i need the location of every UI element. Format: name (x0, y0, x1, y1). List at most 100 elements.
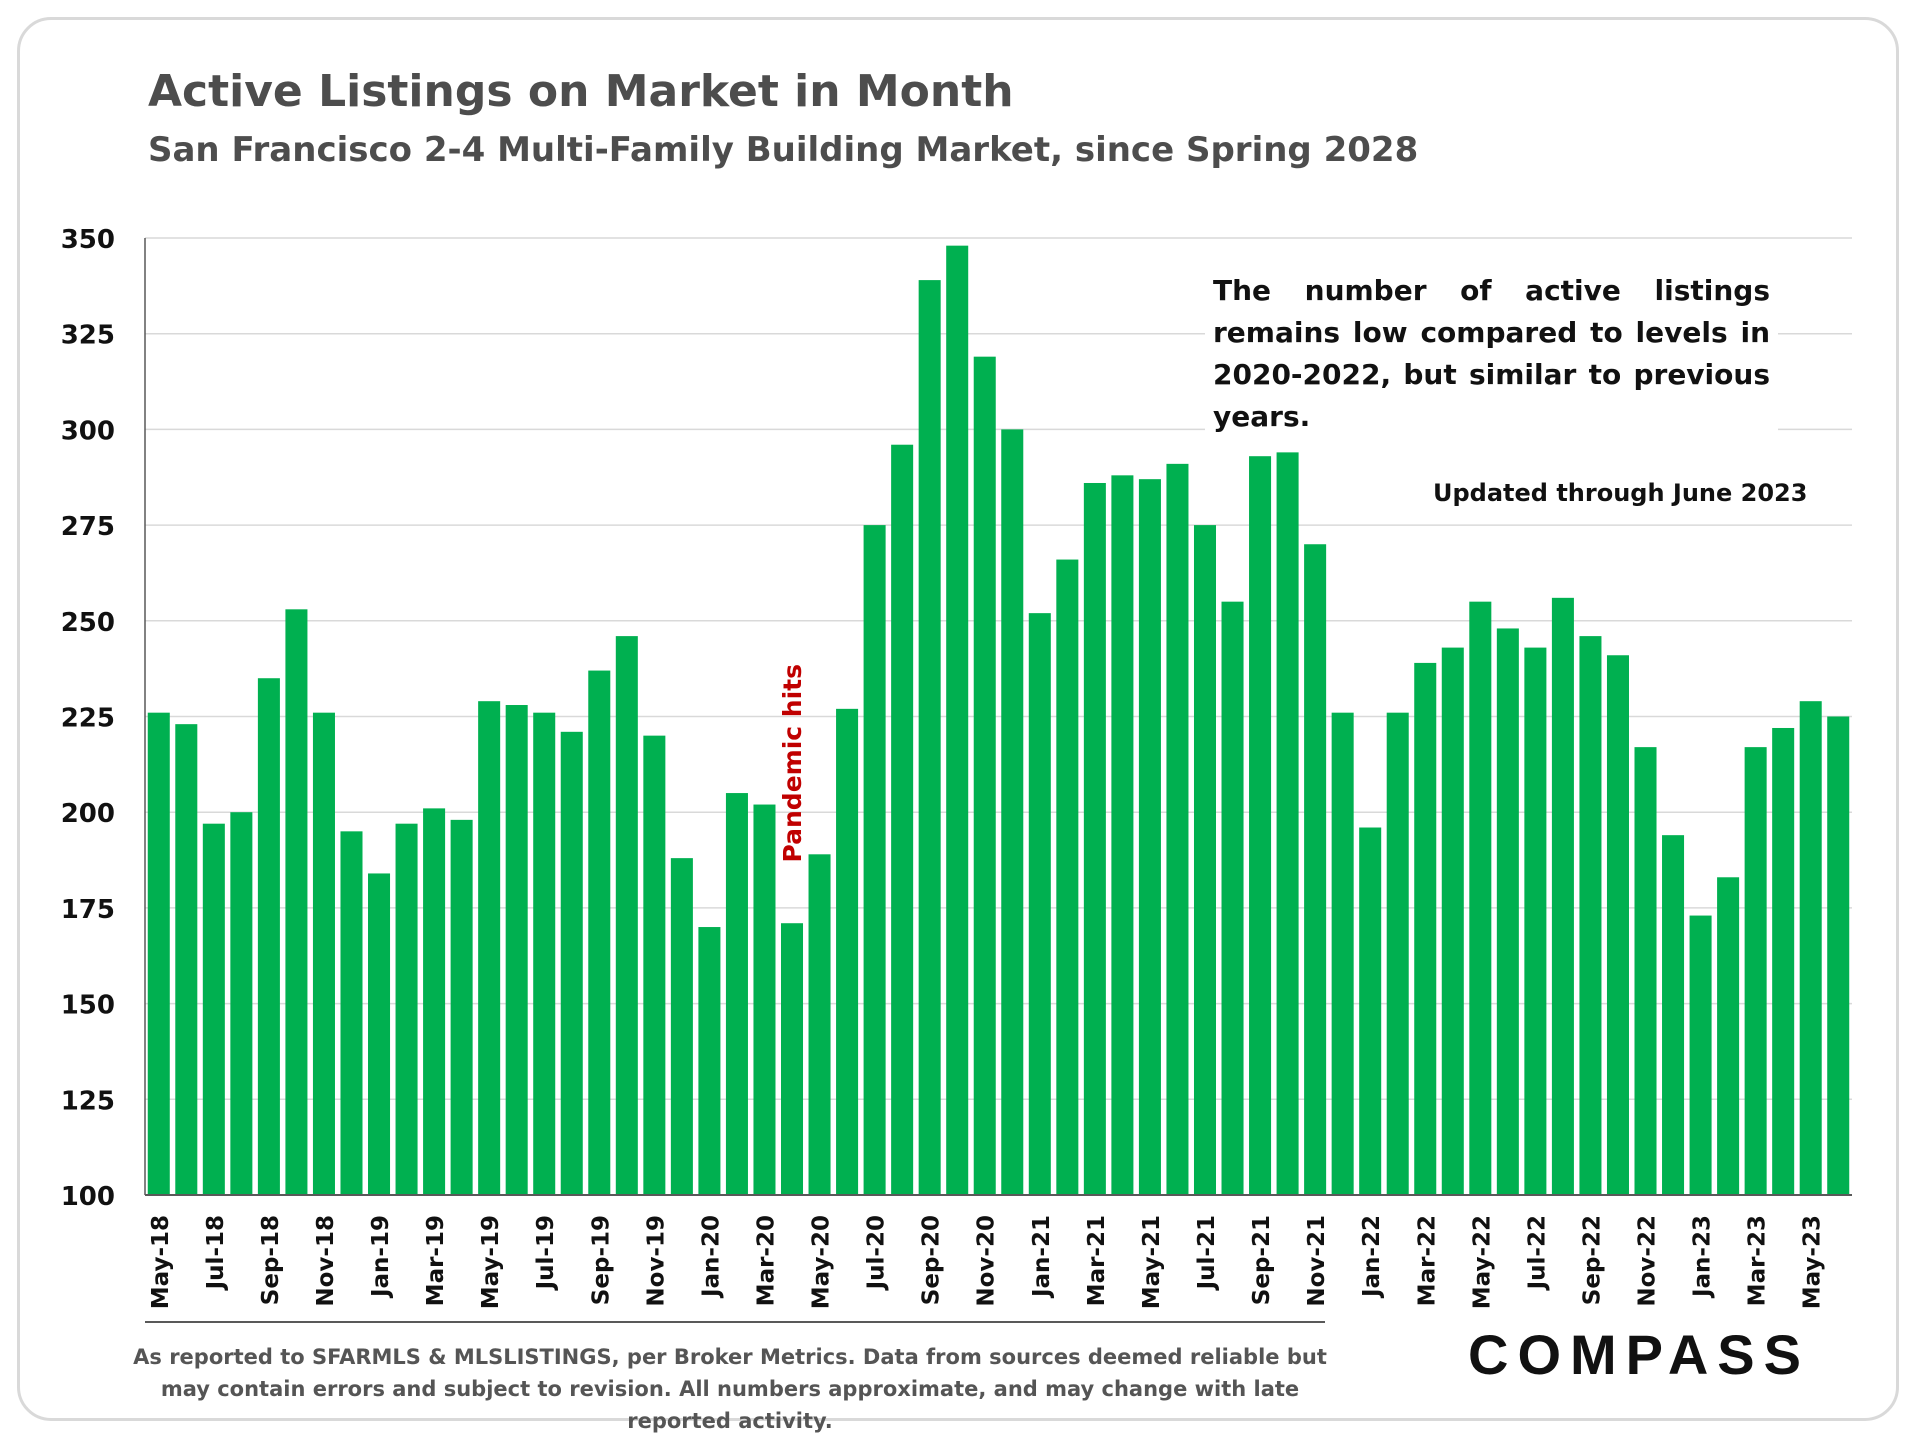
bar (1056, 559, 1079, 1195)
y-tick-label: 125 (61, 1086, 115, 1116)
x-tick-label: Mar-20 (753, 1215, 779, 1306)
bar (918, 280, 941, 1195)
bar (698, 927, 721, 1195)
x-tick-label: Nov-19 (643, 1215, 669, 1307)
bar (1221, 601, 1244, 1195)
x-tick-label: May-19 (478, 1215, 504, 1309)
bar (1634, 747, 1657, 1195)
y-tick-label: 300 (61, 416, 115, 446)
x-tick-label: Jan-23 (1690, 1215, 1716, 1299)
x-tick-label: Nov-20 (974, 1215, 1000, 1307)
bar (1138, 479, 1161, 1195)
x-tick-label: Nov-22 (1635, 1215, 1661, 1307)
bar (780, 923, 804, 1195)
bar (285, 609, 308, 1195)
bar (1441, 647, 1464, 1195)
bar (891, 444, 914, 1195)
x-tick-label: May-20 (809, 1215, 835, 1309)
bar (836, 708, 859, 1195)
bar (450, 819, 473, 1195)
source-note: As reported to SFARMLS & MLSLISTINGS, pe… (133, 1345, 1327, 1433)
bar (1579, 636, 1602, 1195)
bar (175, 724, 198, 1195)
y-tick-label: 150 (61, 991, 115, 1021)
bar (1496, 628, 1519, 1195)
x-tick-label: Sep-21 (1249, 1215, 1275, 1305)
x-tick-label: Jan-20 (698, 1215, 724, 1299)
bar (1111, 475, 1134, 1195)
bar (863, 525, 886, 1195)
y-tick-label: 200 (61, 799, 115, 829)
bar (1689, 915, 1712, 1195)
bar (946, 245, 969, 1195)
x-tick-label: Jul-21 (1194, 1215, 1220, 1291)
bar (257, 678, 280, 1195)
bar (1799, 701, 1822, 1195)
bar (753, 804, 776, 1195)
x-tick-label: May-22 (1469, 1215, 1495, 1309)
footer-divider (145, 1321, 1325, 1323)
bar (1083, 482, 1106, 1195)
x-tick-label: May-18 (148, 1215, 174, 1309)
x-tick-label: Jul-22 (1524, 1215, 1550, 1291)
bar (230, 812, 253, 1195)
bar (1551, 597, 1574, 1195)
bar (1524, 647, 1547, 1195)
bar (395, 823, 418, 1195)
bar (1662, 835, 1685, 1195)
x-tick-label: Nov-18 (313, 1215, 339, 1307)
x-tick-label: Mar-22 (1414, 1215, 1440, 1306)
y-tick-label: 175 (61, 895, 115, 925)
bar (340, 831, 363, 1195)
bar (505, 705, 528, 1195)
bar (1249, 456, 1272, 1195)
bar (147, 712, 170, 1195)
compass-logo: COMPASS (1468, 1323, 1810, 1386)
bar (368, 873, 391, 1195)
y-tick-label: 225 (61, 704, 115, 734)
bar (588, 670, 611, 1195)
bar (808, 854, 831, 1195)
x-tick-label: Jan-21 (1029, 1215, 1055, 1299)
bar (1414, 662, 1437, 1195)
x-tick-label: May-23 (1800, 1215, 1826, 1309)
x-tick-label: Mar-23 (1745, 1215, 1771, 1306)
bar (1331, 712, 1354, 1195)
bar (560, 731, 583, 1195)
bar (423, 808, 446, 1195)
bar (533, 712, 556, 1195)
bar (1304, 544, 1327, 1195)
bar (1276, 452, 1299, 1195)
bar (643, 735, 666, 1195)
x-tick-label: Sep-22 (1579, 1215, 1605, 1305)
bar (1717, 877, 1740, 1195)
bar (973, 356, 996, 1196)
bar (1744, 747, 1767, 1195)
updated-label: Updated through June 2023 (1433, 479, 1808, 507)
x-tick-label: Nov-21 (1304, 1215, 1330, 1307)
y-tick-label: 325 (61, 321, 115, 351)
pandemic-annotation: Pandemic hits (778, 664, 807, 863)
x-tick-label: Jul-20 (864, 1215, 890, 1291)
chart-note: The number of active listings remains lo… (1205, 266, 1778, 442)
bar (202, 823, 225, 1195)
y-tick-label: 250 (61, 608, 115, 638)
bar (1359, 827, 1382, 1195)
bar (1827, 716, 1850, 1195)
y-tick-label: 350 (61, 225, 115, 255)
x-tick-label: May-21 (1139, 1215, 1165, 1309)
chart-subtitle: San Francisco 2-4 Multi-Family Building … (148, 130, 1419, 170)
bar (1386, 712, 1409, 1195)
bar (615, 636, 638, 1195)
bar (1469, 601, 1492, 1195)
x-tick-label: Sep-20 (919, 1215, 945, 1305)
chart-title: Active Listings on Market in Month (148, 66, 1014, 117)
x-tick-label: Jul-19 (533, 1215, 559, 1291)
bar (312, 712, 335, 1195)
x-tick-label: Jan-22 (1359, 1215, 1385, 1299)
x-tick-label: Sep-18 (258, 1215, 284, 1305)
y-tick-label: 100 (61, 1182, 115, 1212)
x-tick-label: Sep-19 (588, 1215, 614, 1305)
x-tick-label: Jan-19 (368, 1215, 394, 1299)
